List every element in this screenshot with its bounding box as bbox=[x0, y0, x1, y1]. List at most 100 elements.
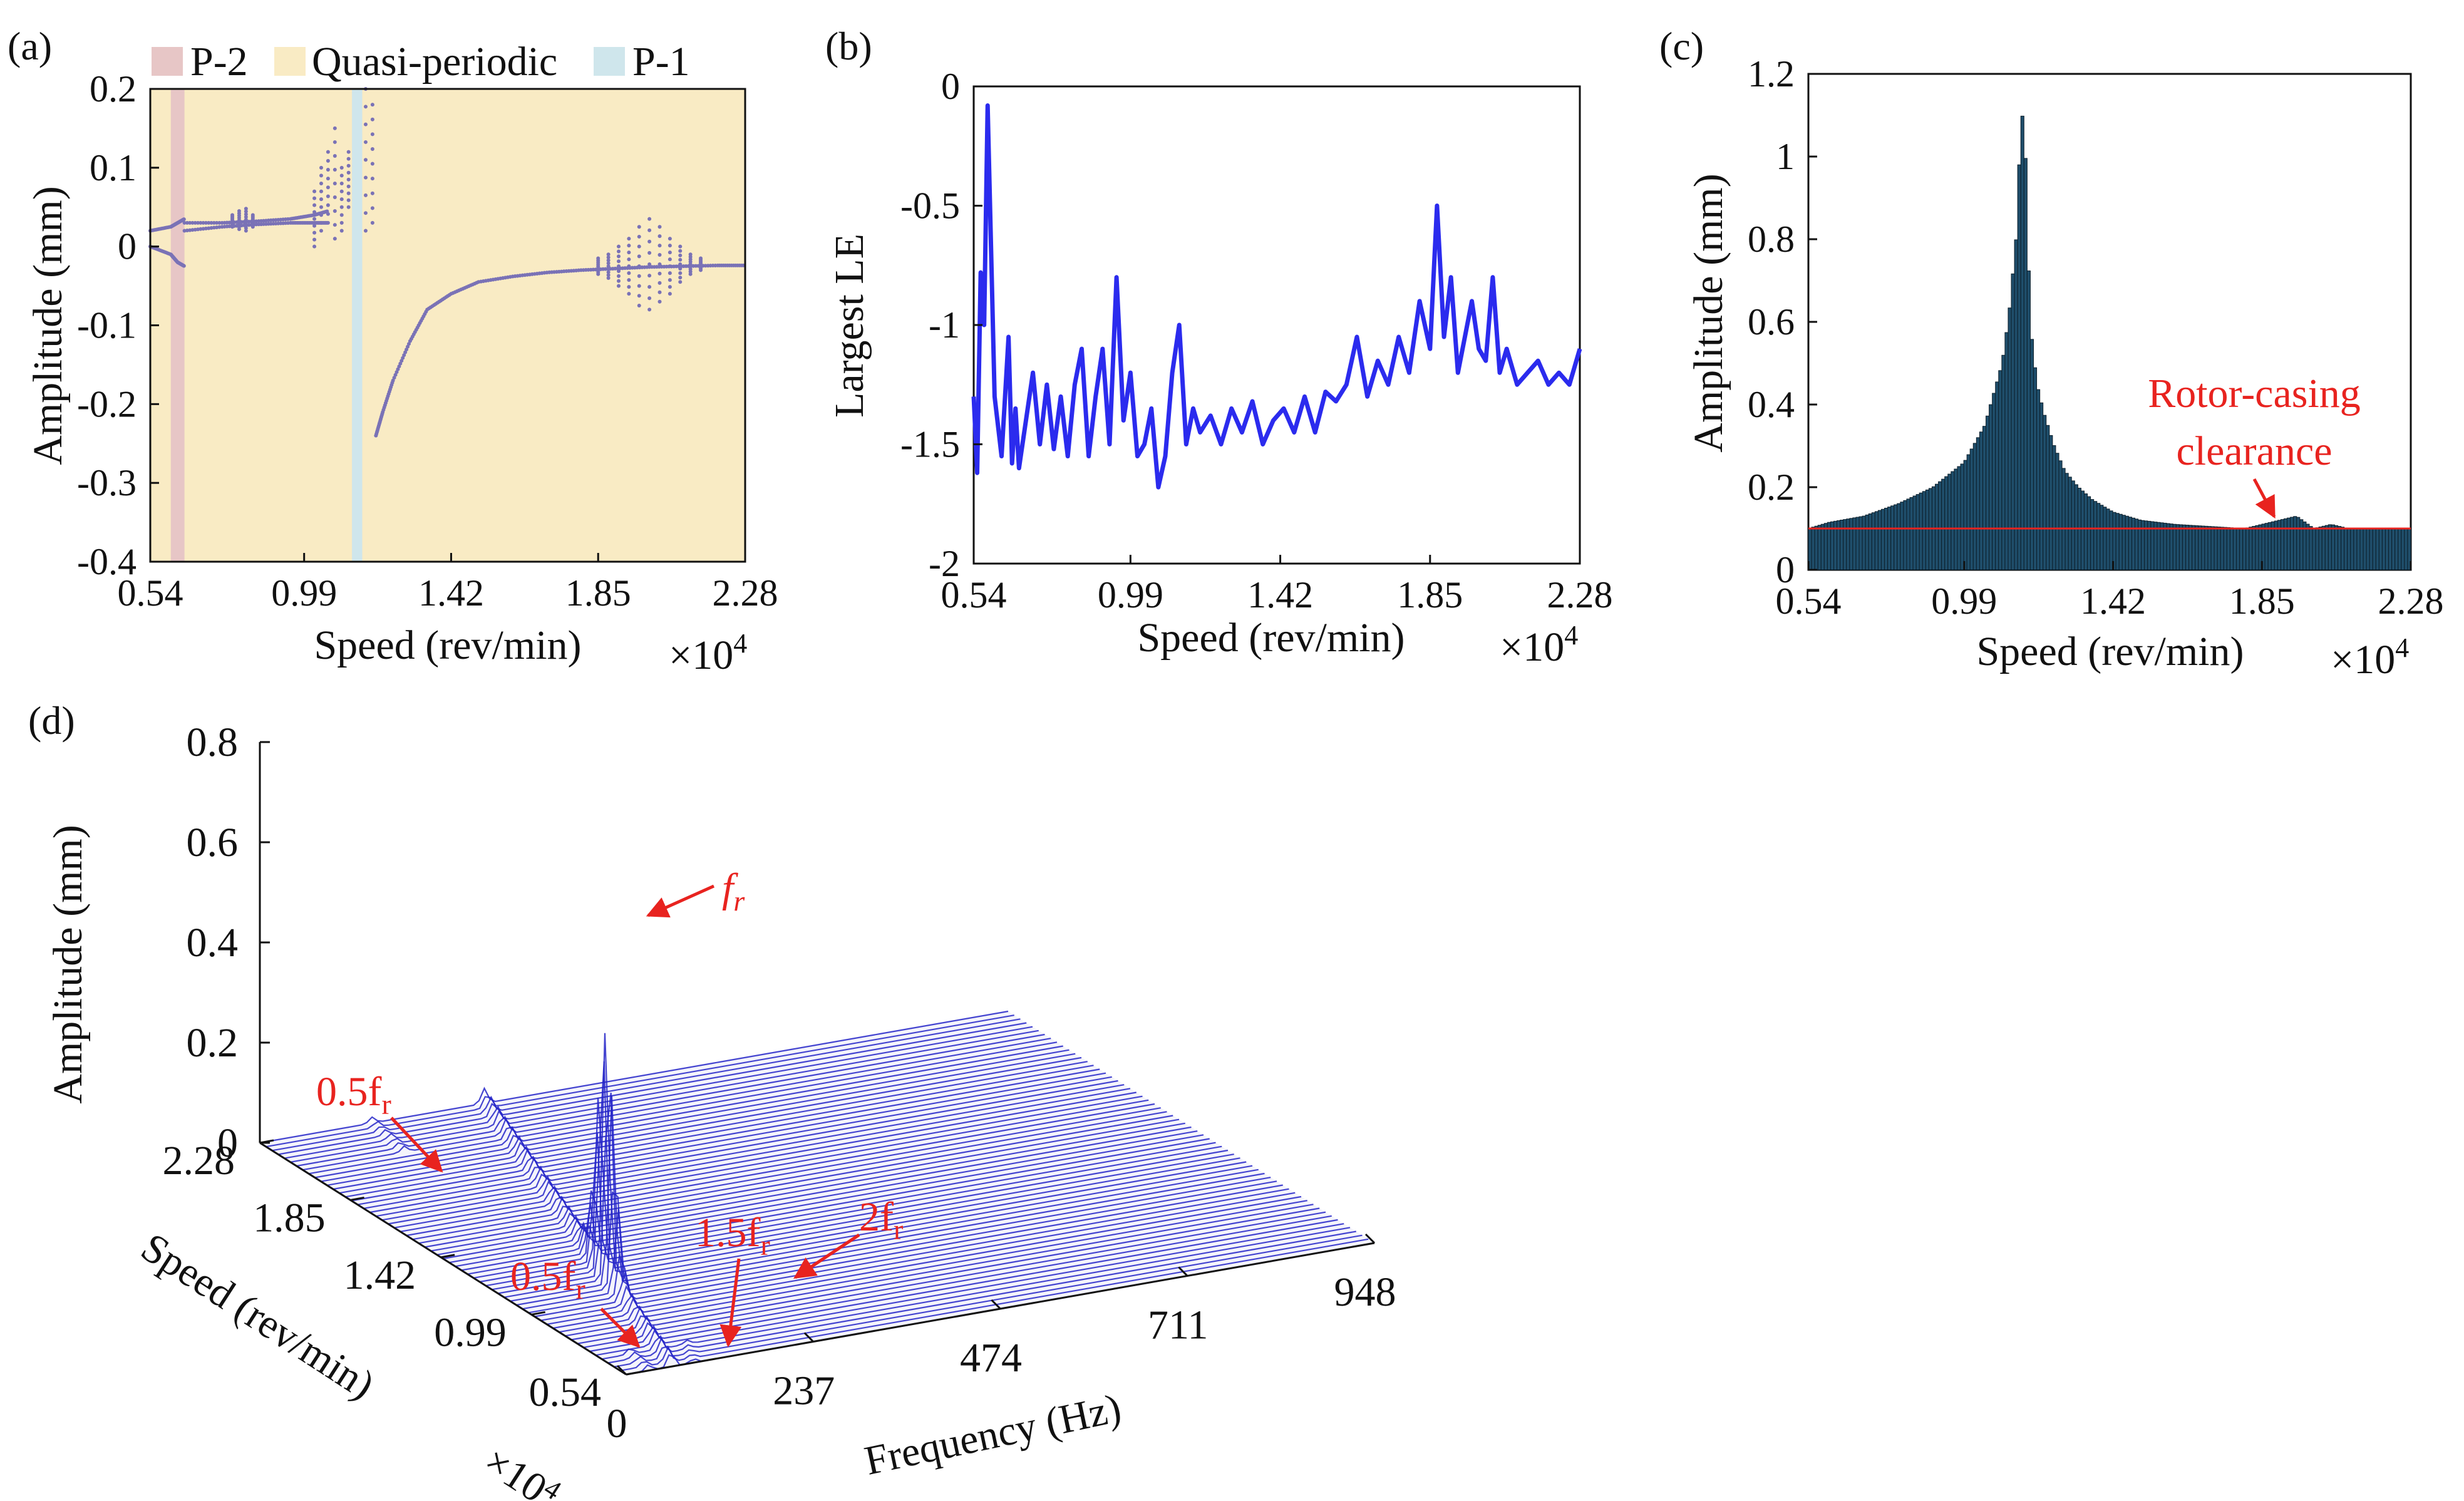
spread-point bbox=[678, 280, 683, 284]
spread-point bbox=[346, 150, 351, 154]
amplitude-bar bbox=[2100, 505, 2104, 570]
spread-point bbox=[319, 220, 323, 225]
spread-point bbox=[657, 271, 662, 276]
spread-point bbox=[332, 126, 337, 130]
spread-point bbox=[616, 259, 621, 264]
amplitude-bar bbox=[2011, 273, 2015, 570]
speed-axis-line bbox=[259, 1142, 627, 1376]
amplitude-bar bbox=[2182, 524, 2187, 570]
annotation-clearance: clearance bbox=[2176, 428, 2332, 474]
amplitude-bar bbox=[1915, 494, 1920, 570]
spread-point bbox=[606, 255, 611, 259]
branch-point bbox=[398, 361, 403, 366]
spread-point bbox=[627, 292, 631, 296]
spread-point bbox=[346, 184, 351, 188]
x-tick-label: 2.28 bbox=[1547, 574, 1613, 616]
amplitude-bar bbox=[2039, 402, 2044, 570]
x-multiplier-c: ×104 bbox=[2331, 632, 2409, 683]
amplitude-bar bbox=[2249, 527, 2253, 570]
amplitude-bar bbox=[2185, 525, 2190, 570]
spread-point bbox=[616, 264, 621, 269]
amplitude-bar bbox=[1992, 393, 1996, 570]
branch-point bbox=[212, 220, 216, 225]
amplitude-bar bbox=[2388, 528, 2393, 570]
spread-point bbox=[616, 244, 621, 249]
spectrum-line bbox=[522, 1177, 1271, 1310]
spread-point bbox=[637, 264, 641, 269]
amplitude-bar bbox=[1880, 508, 1885, 570]
branch-point bbox=[182, 264, 186, 268]
spread-point bbox=[363, 140, 368, 144]
amplitude-bar bbox=[2068, 477, 2072, 570]
legend-swatch-p1 bbox=[594, 47, 625, 76]
spread-point bbox=[326, 185, 330, 190]
branch-point bbox=[397, 364, 401, 369]
spread-point bbox=[312, 203, 317, 207]
amplitude-bar bbox=[1989, 404, 1993, 570]
spread-point bbox=[346, 177, 351, 182]
amplitude-bar bbox=[2169, 524, 2173, 570]
amplitude-bar bbox=[2394, 528, 2399, 570]
amplitude-bar bbox=[2023, 158, 2028, 570]
amplitude-bar bbox=[2264, 523, 2269, 570]
amplitude-bar bbox=[2283, 518, 2288, 570]
panel-b: (b) 0.54 0.99 1.42 1.85 2.28 0 -0.5 -1 -1.5 -2 Sp… bbox=[825, 24, 1613, 670]
spread-point bbox=[326, 220, 330, 225]
spectrum-line bbox=[455, 1134, 1204, 1267]
annotation-1-5fr: 1.5fr bbox=[695, 1210, 770, 1261]
arrow-fr bbox=[646, 884, 715, 918]
spread-point bbox=[606, 264, 611, 269]
panel-label-d: (d) bbox=[28, 698, 75, 743]
spread-point bbox=[230, 213, 235, 217]
spectrum-line bbox=[528, 1180, 1277, 1314]
amplitude-bar bbox=[2245, 527, 2250, 570]
spread-point bbox=[339, 205, 344, 209]
spread-point bbox=[606, 273, 611, 277]
spread-point bbox=[244, 215, 248, 219]
x-tick-label: 0.99 bbox=[1098, 574, 1163, 616]
spread-point bbox=[668, 292, 672, 296]
annotation-rotor-casing: Rotor-casing bbox=[2148, 371, 2361, 416]
spread-point bbox=[332, 195, 337, 200]
spread-point bbox=[332, 167, 337, 172]
spread-point bbox=[312, 210, 317, 214]
spread-point bbox=[678, 267, 683, 271]
spread-point bbox=[668, 278, 672, 282]
spectrum-line bbox=[559, 1200, 1307, 1333]
y-axis-label-b: Largest LE bbox=[827, 234, 872, 418]
amplitude-bar bbox=[2020, 115, 2024, 570]
x-tick-label: 0.99 bbox=[1931, 580, 1997, 622]
spread-point bbox=[363, 211, 368, 215]
spread-point bbox=[647, 285, 652, 289]
amplitude-bar bbox=[2160, 522, 2164, 570]
spectrum-line bbox=[302, 1038, 1051, 1171]
amplitude-bar bbox=[2036, 389, 2041, 570]
amplitude-bar bbox=[2014, 239, 2018, 570]
amplitude-bar bbox=[1982, 426, 1987, 570]
x-multiplier-a: ×104 bbox=[669, 628, 747, 678]
branch-point bbox=[741, 263, 745, 267]
y-tick-label: 0 bbox=[941, 66, 960, 107]
arrow-1-5fr bbox=[719, 1258, 742, 1348]
spread-point bbox=[244, 207, 248, 211]
amplitude-bar bbox=[1890, 505, 1895, 570]
annotation-arrow-c bbox=[2252, 478, 2276, 519]
spectrum-line bbox=[278, 1022, 1027, 1155]
spread-point bbox=[363, 175, 368, 180]
amplitude-bar bbox=[1868, 513, 1872, 570]
spread-point bbox=[370, 147, 374, 151]
amplitude-bar bbox=[2344, 527, 2348, 570]
spectrum-line bbox=[259, 1010, 1009, 1144]
spectrum-line bbox=[351, 1068, 1100, 1202]
spread-point bbox=[668, 285, 672, 289]
amplitude-bar bbox=[1874, 511, 1879, 570]
spread-point bbox=[312, 224, 317, 228]
speed-tick-label: 0.54 bbox=[529, 1369, 602, 1415]
amplitude-bar bbox=[1858, 516, 1863, 570]
y-tick-label: -1 bbox=[929, 304, 960, 346]
x-tick-label: 2.28 bbox=[713, 572, 778, 614]
amplitude-bar bbox=[1944, 476, 1949, 570]
amplitude-bar bbox=[1811, 527, 1815, 570]
legend-label-quasi: Quasi-periodic bbox=[312, 39, 557, 85]
amplitude-bar bbox=[2004, 332, 2009, 570]
